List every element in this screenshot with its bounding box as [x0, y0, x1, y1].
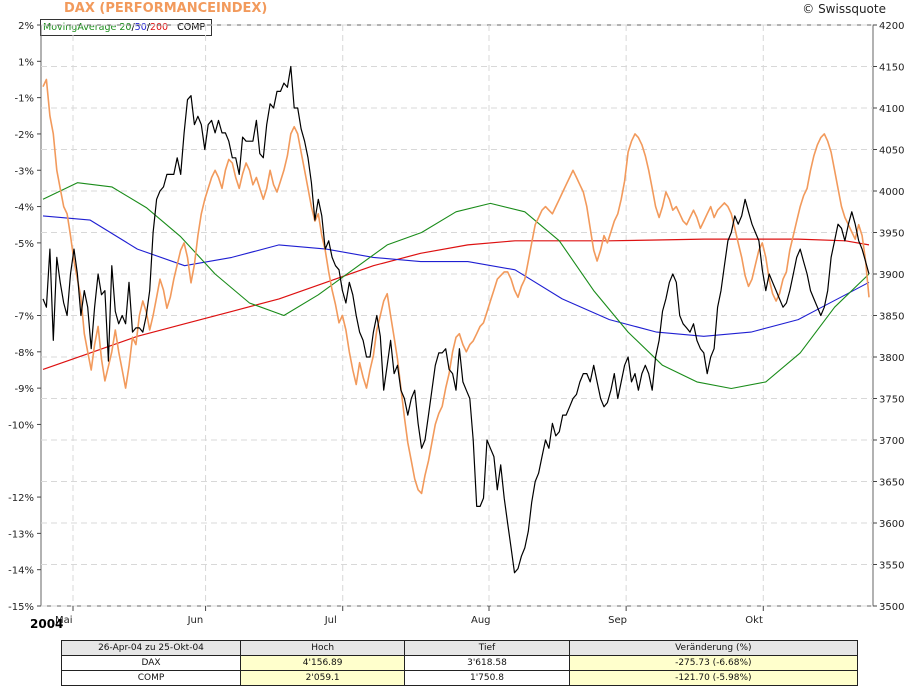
right-tick-label: 4200 [879, 21, 904, 32]
left-tick-label: -2% [15, 130, 34, 141]
series-line-ma50 [42, 215, 870, 337]
legend-sep2: / [146, 22, 150, 33]
right-tick-label: 4100 [879, 104, 904, 115]
stats-cell-high: 4'156.89 [239, 655, 406, 671]
stats-header-period: 26-Apr-04 zu 25-Okt-04 [61, 640, 241, 656]
stats-header-high: Hoch [239, 640, 406, 656]
right-tick-label: 3850 [879, 312, 904, 323]
right-tick-label: 3750 [879, 395, 904, 406]
stats-cell-change: -121.70 (-5.98%) [568, 670, 859, 686]
left-tick-label: -12% [8, 493, 34, 504]
stats-header-row: 26-Apr-04 zu 25-Okt-04 Hoch Tief Verände… [61, 640, 859, 656]
line-chart: 3500 3550 3600 3650 3700 3750 3800 3850 3900 3950… [8, 21, 904, 626]
stats-table: 26-Apr-04 zu 25-Okt-04 Hoch Tief Verände… [61, 640, 859, 686]
x-tick-label: Okt [745, 615, 763, 626]
stats-header-low: Tief [404, 640, 570, 656]
legend-ma200: 200 [149, 22, 169, 33]
stats-cell-low: 1'750.8 [404, 670, 570, 686]
right-tick-label: 3550 [879, 561, 904, 572]
right-tick-label: 3600 [879, 519, 904, 530]
right-tick-label: 3900 [879, 270, 904, 281]
right-tick-label: 4150 [879, 63, 904, 74]
left-tick-label: -14% [8, 566, 34, 577]
year-label: 2004 [30, 617, 64, 631]
left-tick-label: 2% [18, 21, 34, 32]
x-tick-label: Aug [471, 615, 491, 626]
legend-sep1: / [131, 22, 135, 33]
stats-cell-change: -275.73 (-6.68%) [568, 655, 859, 671]
right-tick-label: 4050 [879, 146, 904, 157]
stats-cell-name: COMP [61, 670, 241, 686]
legend-prefix: MovingAverage [43, 22, 117, 33]
left-tick-label: -7% [15, 312, 34, 323]
left-tick-label: -15% [8, 602, 34, 613]
stats-row-dax: DAX 4'156.89 3'618.58 -275.73 (-6.68%) [61, 655, 859, 671]
stats-header-change: Veränderung (%) [568, 640, 859, 656]
left-tick-label: -13% [8, 529, 34, 540]
copyright-text: © Swissquote [802, 2, 886, 16]
left-tick-label: -4% [15, 203, 34, 214]
right-tick-label: 3500 [879, 602, 904, 613]
right-tick-label: 3700 [879, 436, 904, 447]
right-tick-label: 3800 [879, 353, 904, 364]
x-tick-label: Sep [608, 615, 627, 626]
right-tick-label: 3950 [879, 229, 904, 240]
left-tick-label: -5% [15, 239, 34, 250]
series-line-dax [42, 65, 870, 574]
series-line-comp [42, 78, 870, 495]
x-tick-label: Mai [55, 615, 73, 626]
legend-compare: COMP [177, 22, 206, 33]
right-tick-label: 4000 [879, 187, 904, 198]
right-tick-label: 3650 [879, 478, 904, 489]
left-tick-label: -10% [8, 420, 34, 431]
legend-ma50: 50 [134, 22, 147, 33]
stats-cell-high: 2'059.1 [239, 670, 406, 686]
stats-cell-low: 3'618.58 [404, 655, 570, 671]
legend: MovingAverage 20/50/200 COMP [40, 19, 213, 36]
left-tick-label: -1% [15, 94, 34, 105]
left-tick-label: -3% [15, 166, 34, 177]
series-line-ma200 [42, 238, 870, 370]
left-tick-label: 1% [18, 57, 34, 68]
x-tick-label: Jun [187, 615, 204, 626]
series-line-ma20 [42, 182, 870, 390]
x-tick-label: Jul [324, 615, 337, 626]
stats-cell-name: DAX [61, 655, 241, 671]
legend-ma20: 20 [119, 22, 132, 33]
stats-row-comp: COMP 2'059.1 1'750.8 -121.70 (-5.98%) [61, 670, 859, 686]
chart-title: DAX (PERFORMANCEINDEX) [64, 1, 268, 16]
left-tick-label: -9% [15, 384, 34, 395]
left-tick-label: -8% [15, 348, 34, 359]
